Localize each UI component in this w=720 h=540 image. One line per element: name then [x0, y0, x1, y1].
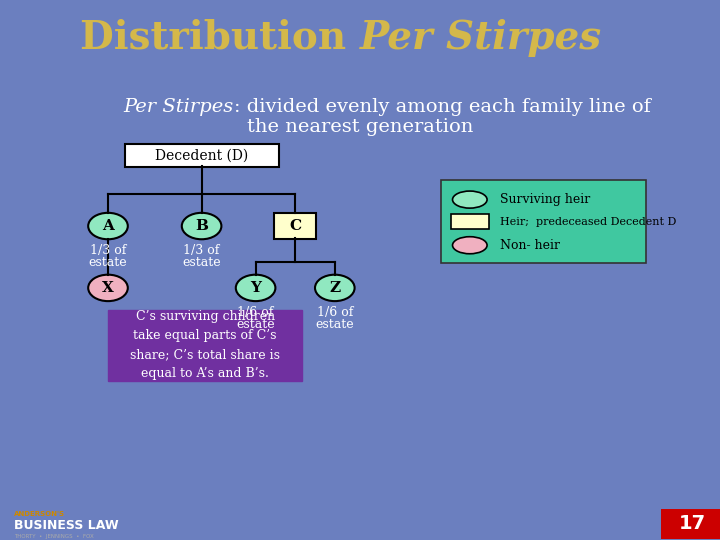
- Text: 1/3 of: 1/3 of: [90, 244, 126, 257]
- Text: estate: estate: [89, 256, 127, 269]
- Text: 1/6 of: 1/6 of: [317, 306, 353, 319]
- Text: Heir;  predeceased Decedent D: Heir; predeceased Decedent D: [500, 217, 676, 227]
- Text: 1/6 of: 1/6 of: [238, 306, 274, 319]
- Text: Decedent (D): Decedent (D): [155, 148, 248, 163]
- Text: Non- heir: Non- heir: [500, 239, 560, 252]
- Text: estate: estate: [236, 318, 275, 331]
- Text: estate: estate: [182, 256, 221, 269]
- Text: C’s surviving children
take equal parts of C’s
share; C’s total share is
equal t: C’s surviving children take equal parts …: [130, 310, 280, 381]
- Text: ANDERSON'S: ANDERSON'S: [14, 511, 66, 517]
- FancyBboxPatch shape: [108, 310, 302, 381]
- FancyBboxPatch shape: [451, 214, 488, 230]
- Ellipse shape: [452, 191, 487, 208]
- Text: 1/3 of: 1/3 of: [184, 244, 220, 257]
- Text: Surviving heir: Surviving heir: [500, 193, 590, 206]
- Ellipse shape: [236, 275, 275, 301]
- Text: : divided evenly among each family line of: : divided evenly among each family line …: [234, 98, 651, 116]
- Text: BUSINESS LAW: BUSINESS LAW: [14, 519, 119, 532]
- Text: Distribution: Distribution: [81, 18, 360, 57]
- Text: Z: Z: [329, 281, 341, 295]
- Text: THORTY  •  JENNINGS  •  FOX: THORTY • JENNINGS • FOX: [14, 534, 94, 538]
- Text: the nearest generation: the nearest generation: [247, 118, 473, 136]
- Ellipse shape: [89, 275, 128, 301]
- Text: B: B: [195, 219, 208, 233]
- Text: A: A: [102, 219, 114, 233]
- Ellipse shape: [89, 213, 128, 239]
- FancyBboxPatch shape: [661, 509, 720, 539]
- Text: C: C: [289, 219, 301, 233]
- Ellipse shape: [452, 237, 487, 254]
- Text: Per Stirpes: Per Stirpes: [360, 18, 602, 57]
- Text: Per Stirpes: Per Stirpes: [124, 98, 234, 116]
- Ellipse shape: [181, 213, 222, 239]
- FancyBboxPatch shape: [441, 180, 647, 264]
- FancyBboxPatch shape: [125, 144, 279, 167]
- Text: Y: Y: [250, 281, 261, 295]
- Text: 17: 17: [679, 514, 706, 532]
- Ellipse shape: [315, 275, 355, 301]
- FancyBboxPatch shape: [274, 213, 316, 239]
- Text: estate: estate: [315, 318, 354, 331]
- Text: X: X: [102, 281, 114, 295]
